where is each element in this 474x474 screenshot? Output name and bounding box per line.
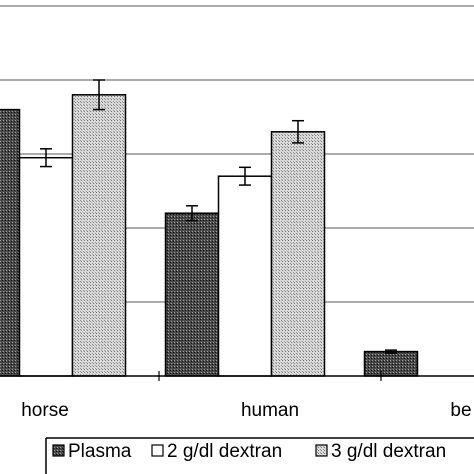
category-labels: horse human be [21,400,471,421]
legend: Plasma 2 g/dl dextran 3 g/dl dextran [45,437,474,474]
legend-swatch [151,444,164,457]
x-axis [0,371,474,381]
error-bar [292,119,304,144]
legend-label: Plasma [68,441,132,462]
category-label: human [241,400,299,421]
bar-3-g-dl-dextran-human [270,131,326,377]
bar-plasma-horse [0,108,21,377]
category-label: be [450,400,471,421]
error-bar [93,79,105,111]
error-bar [239,166,251,186]
legend-swatch [315,444,328,457]
legend-label: 3 g/dl dextran [331,441,446,462]
category-label: horse [21,400,69,421]
bar-2-g-dl-dextran-human [217,175,273,377]
error-bar [40,148,52,168]
bar-3-g-dl-dextran-horse [71,94,127,377]
bar-plasma-be [363,350,419,377]
legend-swatch [52,444,65,457]
bars [0,79,419,377]
error-bar [385,349,397,354]
bar-plasma-human [164,212,220,377]
bar-2-g-dl-dextran-horse [18,156,74,377]
legend-label: 2 g/dl dextran [167,441,282,462]
error-bar [186,205,198,222]
